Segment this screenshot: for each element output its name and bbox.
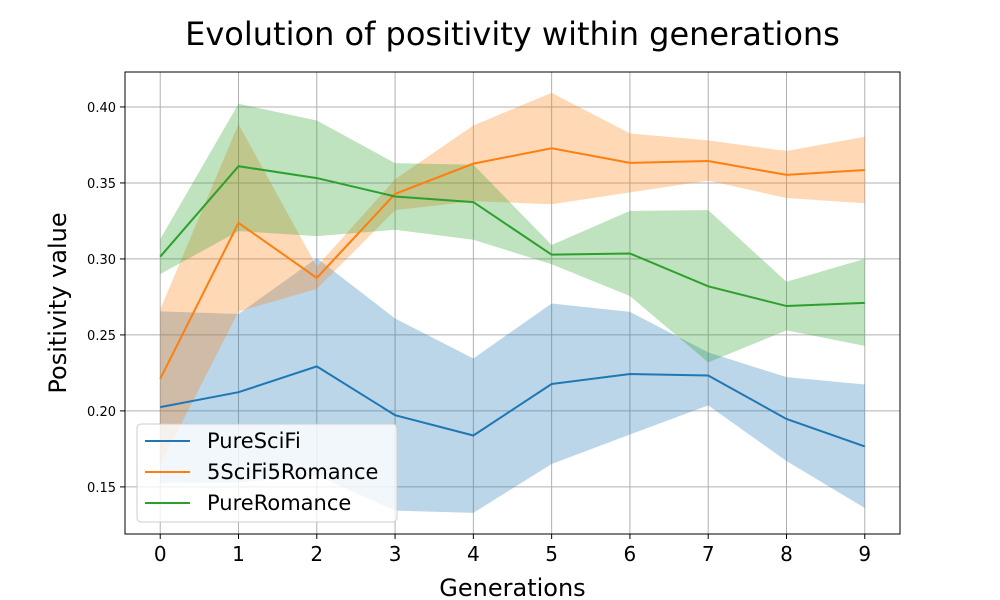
- x-axis-label: Generations: [439, 574, 585, 600]
- y-tick-label: 0.25: [87, 329, 116, 344]
- x-tick-label: 3: [389, 542, 402, 566]
- legend-label: PureSciFi: [207, 429, 301, 453]
- line-series-1: [159, 147, 865, 380]
- x-tick-label: 0: [154, 542, 167, 566]
- legend-label: PureRomance: [207, 491, 351, 515]
- x-tick-label: 4: [467, 542, 480, 566]
- plot-frame: [124, 71, 901, 535]
- band-series-2: [160, 103, 865, 363]
- legend-box: [136, 423, 398, 523]
- legend: PureSciFi 5SciFi5Romance PureRomance: [136, 423, 398, 523]
- x-tick-label: 1: [232, 542, 245, 566]
- y-tick-label: 0.35: [87, 177, 116, 192]
- y-axis-label: Positivity value: [44, 212, 72, 393]
- y-tick-label: 0.40: [87, 101, 116, 116]
- x-tick-label: 6: [624, 542, 637, 566]
- y-tick-label: 0.20: [87, 405, 116, 420]
- y-tick-label: 0.30: [87, 253, 116, 268]
- line-series-0: [160, 365, 866, 448]
- band-series-1: [160, 92, 865, 466]
- x-tick-label: 2: [310, 542, 323, 566]
- x-tick-label: 5: [545, 542, 558, 566]
- axis-ticks: 0 1 2 3 4 5 6 7 8 9 0.15 0.20 0.25 0.30 0.35 0.40: [87, 101, 871, 566]
- x-tick-label: 7: [702, 542, 715, 566]
- line-series-2: [159, 165, 865, 308]
- series-lines: [159, 147, 866, 448]
- chart-title: Evolution of positivity within generatio…: [185, 15, 840, 53]
- y-tick-label: 0.15: [87, 481, 116, 496]
- x-tick-label: 8: [780, 542, 793, 566]
- legend-label: 5SciFi5Romance: [207, 460, 378, 484]
- x-tick-label: 9: [858, 542, 871, 566]
